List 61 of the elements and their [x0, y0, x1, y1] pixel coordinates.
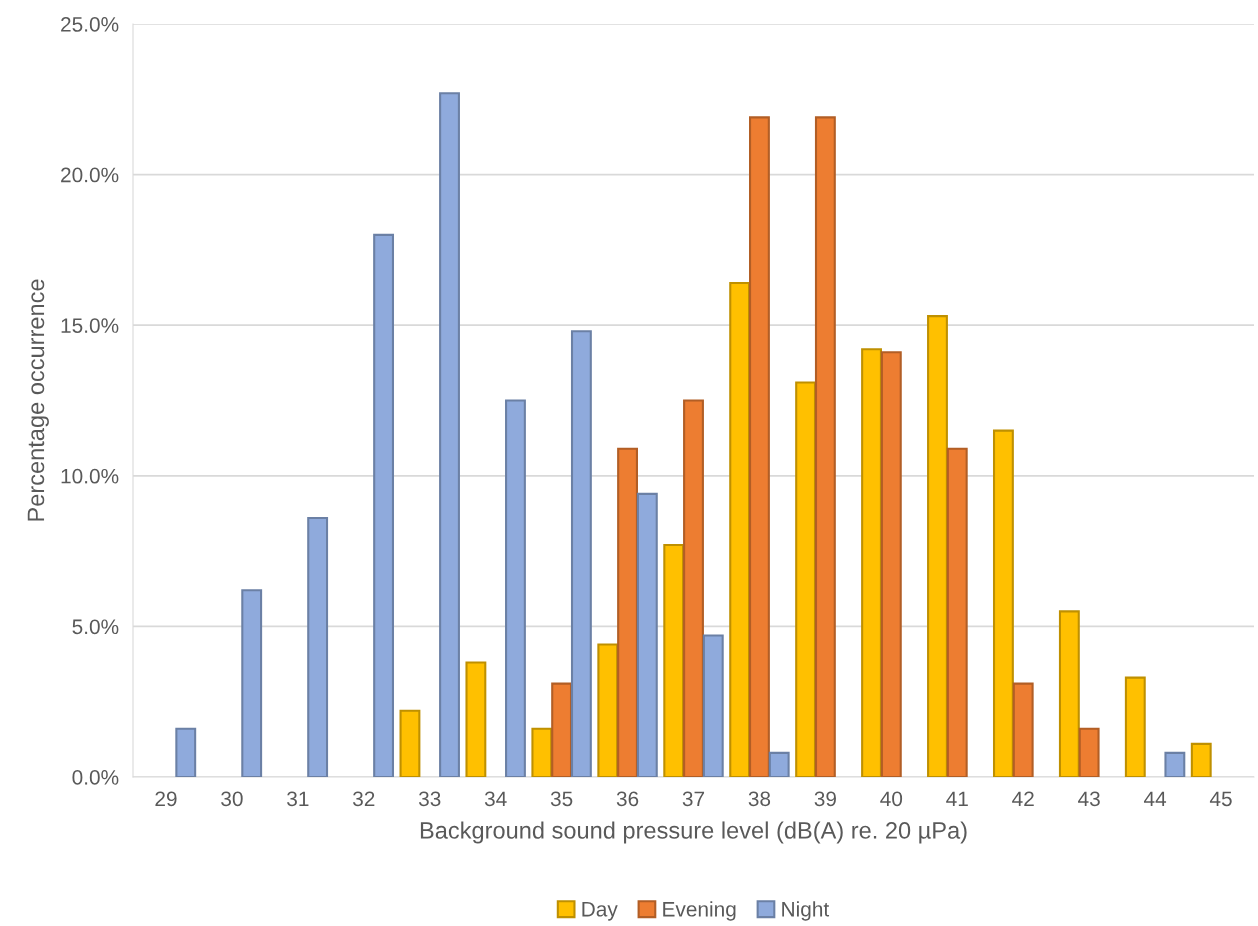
bar — [439, 92, 460, 777]
x-tick-label: 36 — [616, 791, 639, 807]
bar — [617, 447, 638, 777]
bar — [702, 634, 724, 777]
x-tick-label: 34 — [484, 791, 507, 807]
bar — [946, 447, 968, 777]
bar — [465, 661, 487, 777]
y-axis-title: Percentage occurrence — [27, 279, 49, 521]
x-tick-label: 35 — [550, 791, 573, 807]
bar — [880, 351, 902, 777]
bar — [927, 315, 948, 777]
bar — [1190, 742, 1212, 777]
x-tick-label: 41 — [946, 791, 968, 806]
bar — [570, 330, 592, 777]
bar — [597, 643, 619, 777]
bar — [399, 709, 421, 777]
bar — [663, 544, 685, 777]
x-tick-label: 38 — [748, 791, 771, 807]
bar — [683, 399, 704, 777]
x-tick-label: 45 — [1209, 791, 1232, 807]
y-tick-label: 10.0% — [61, 468, 119, 484]
legend-label: Evening — [663, 901, 736, 921]
x-tick-label: 42 — [1012, 791, 1034, 806]
x-tick-label: 31 — [287, 791, 309, 807]
x-tick-label: 44 — [1143, 791, 1167, 806]
bar — [1124, 676, 1146, 777]
bar — [1078, 727, 1100, 777]
bar — [241, 589, 263, 777]
y-tick-label: 20.0% — [61, 167, 119, 183]
bar — [373, 233, 395, 777]
y-tick-label: 15.0% — [61, 318, 119, 333]
y-tick-label: 25.0% — [61, 17, 119, 32]
x-axis-title: Background sound pressure level (dB(A) re. 20 µPa) — [420, 821, 967, 844]
x-tick-label: 30 — [221, 791, 243, 807]
x-tick-label: 40 — [880, 791, 903, 807]
x-tick-label: 33 — [418, 791, 441, 807]
bar — [531, 727, 553, 777]
bar — [768, 751, 790, 777]
legend-label: Night — [782, 901, 830, 921]
bar — [551, 682, 573, 777]
bar — [175, 727, 197, 777]
y-tick-label: 5.0% — [72, 619, 119, 635]
x-tick-label: 43 — [1078, 791, 1100, 807]
bar — [814, 116, 836, 777]
legend-label: Day — [582, 902, 618, 921]
bar — [861, 348, 882, 777]
bar — [505, 399, 526, 777]
bar — [307, 516, 329, 777]
x-tick-label: 39 — [814, 791, 836, 807]
bar — [749, 116, 770, 777]
bar — [795, 381, 817, 777]
bar — [992, 429, 1014, 777]
bar — [729, 281, 751, 777]
bar — [1164, 751, 1186, 777]
x-tick-label: 37 — [682, 791, 705, 807]
y-tick-label: 0.0% — [72, 770, 119, 785]
x-tick-label: 29 — [155, 791, 177, 807]
bar — [1058, 610, 1080, 777]
bar — [636, 492, 658, 777]
x-tick-label: 32 — [353, 791, 375, 807]
bar — [1012, 682, 1034, 777]
